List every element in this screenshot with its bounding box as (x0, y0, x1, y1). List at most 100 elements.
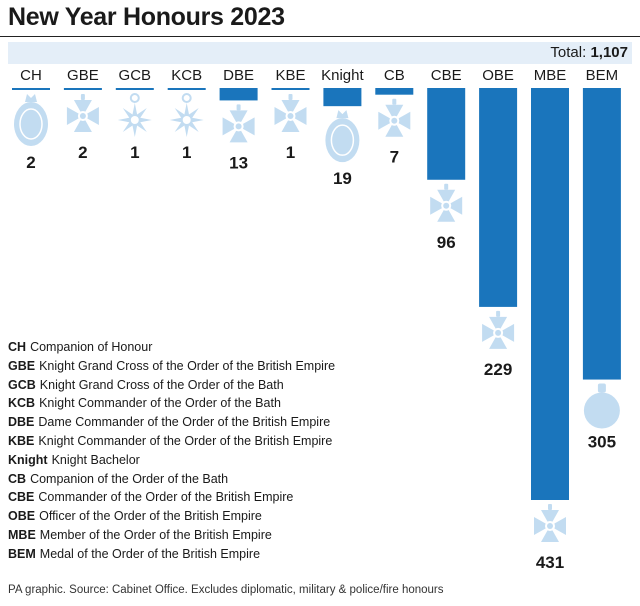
bar-dbe (219, 88, 258, 101)
legend-abbr: CB (8, 471, 27, 486)
legend-item: CH Companion of Honour (8, 338, 335, 357)
legend-text: Knight Bachelor (51, 452, 140, 467)
legend-text: Knight Commander of the Order of the Bri… (38, 433, 333, 448)
honour-kbe: KBE 1 (271, 67, 310, 162)
legend-item: GCB Knight Grand Cross of the Order of th… (8, 376, 335, 395)
bar-gcb (115, 88, 154, 90)
cross-patee-icon (430, 183, 463, 222)
bar-bem (582, 88, 621, 380)
value-label-gcb: 1 (130, 143, 139, 162)
bar-mbe (531, 88, 569, 500)
value-label-knight: 19 (333, 169, 352, 188)
category-label-kcb: KCB (171, 67, 202, 84)
legend-item: MBE Member of the Order of the British Em… (8, 526, 335, 545)
legend-text: Knight Grand Cross of the Order of the B… (39, 377, 284, 392)
honour-bem: BEM 305 (582, 67, 621, 452)
total-label: Total: 1,107 (550, 43, 628, 63)
legend-text: Knight Commander of the Order of the Bat… (39, 396, 281, 411)
category-label-cb: CB (384, 67, 405, 84)
legend-item: KCB Knight Commander of the Order of the … (8, 394, 335, 413)
value-label-mbe: 431 (536, 553, 564, 572)
value-label-cbe: 96 (437, 233, 456, 252)
value-label-dbe: 13 (229, 153, 248, 172)
bar-knight (323, 88, 362, 107)
legend-item: OBE Officer of the Order of the British E… (8, 507, 335, 526)
legend-abbr: CBE (8, 490, 35, 505)
category-label-dbe: DBE (223, 67, 254, 84)
chart-title: New Year Honours 2023 (8, 3, 285, 31)
legend-abbr: GBE (8, 358, 36, 373)
cross-patee-icon (534, 504, 566, 542)
value-label-bem: 305 (588, 433, 616, 452)
legend-text: Dame Commander of the Order of the Briti… (38, 415, 331, 430)
legend-item: DBE Dame Commander of the Order of the Br… (8, 413, 335, 432)
honour-cbe: CBE 96 (427, 67, 466, 252)
legend-item: KBE Knight Commander of the Order of the … (8, 432, 335, 451)
legend-text: Officer of the Order of the British Empi… (39, 509, 262, 524)
honour-knight: Knight 19 (321, 67, 364, 188)
value-label-cb: 7 (390, 148, 399, 167)
cross-patee-icon (222, 104, 255, 143)
legend-abbr: KBE (8, 433, 35, 448)
source-note: PA graphic. Source: Cabinet Office. Excl… (8, 584, 444, 596)
legend-abbr: DBE (8, 415, 35, 430)
bar-gbe (63, 88, 102, 90)
cross-patee-icon (66, 94, 99, 132)
cross-patee-icon (274, 94, 307, 132)
legend-text: Knight Grand Cross of the Order of the B… (39, 358, 336, 373)
category-label-bem: BEM (586, 67, 619, 84)
legend-text: Member of the Order of the British Empir… (39, 527, 272, 542)
legend-item: Knight Knight Bachelor (8, 451, 335, 470)
legend-abbr: OBE (8, 509, 36, 524)
legend-abbr: MBE (8, 527, 36, 542)
bar-obe (479, 88, 518, 307)
cross-patee-icon (482, 310, 515, 349)
legend-text: Companion of the Order of the Bath (30, 471, 229, 486)
bar-cbe (427, 88, 466, 180)
oval-badge-icon (325, 110, 360, 163)
bar-ch (12, 88, 50, 90)
bar-kbe (271, 88, 310, 90)
honour-gbe: GBE 2 (63, 67, 102, 162)
legend-abbr: BEM (8, 546, 36, 561)
cross-patee-icon (378, 98, 411, 137)
honour-obe: OBE 229 (479, 67, 518, 379)
bar-cb (375, 88, 414, 95)
legend-text: Companion of Honour (30, 340, 153, 354)
category-label-kbe: KBE (275, 67, 305, 84)
total-label-text: Total: (550, 44, 587, 61)
honour-dbe: DBE 13 (219, 67, 258, 172)
oval-badge-icon (14, 94, 48, 146)
legend-item: GBE Knight Grand Cross of the Order of th… (8, 357, 335, 376)
category-label-gcb: GCB (119, 67, 152, 84)
star-badge-icon (117, 93, 152, 137)
category-label-gbe: GBE (67, 67, 99, 84)
star-badge-icon (169, 93, 204, 137)
value-label-obe: 229 (484, 360, 512, 379)
header-band (8, 42, 632, 64)
value-label-kcb: 1 (182, 143, 191, 162)
category-label-knight: Knight (321, 67, 364, 84)
legend-abbr: KCB (8, 396, 36, 411)
category-label-obe: OBE (482, 67, 514, 84)
round-medal-icon (583, 383, 620, 429)
legend-abbr: CH (8, 340, 27, 354)
legend: CH Companion of Honour GBE Knight Grand Cro… (8, 338, 335, 564)
category-label-mbe: MBE (534, 67, 567, 84)
legend-item: CB Companion of the Order of the Bath (8, 470, 335, 489)
category-label-cbe: CBE (431, 67, 462, 84)
value-label-ch: 2 (26, 153, 35, 172)
legend-abbr: Knight (8, 452, 48, 467)
honour-mbe: MBE 431 (531, 67, 569, 572)
legend-text: Medal of the Order of the British Empire (39, 546, 261, 561)
honour-ch: CH 2 (12, 67, 50, 172)
honour-kcb: KCB 1 (167, 67, 206, 162)
legend-text: Commander of the Order of the British Em… (38, 490, 294, 505)
legend-item: BEM Medal of the Order of the British Emp… (8, 545, 335, 564)
value-label-gbe: 2 (78, 143, 87, 162)
honour-gcb: GCB 1 (115, 67, 154, 162)
bar-kcb (167, 88, 206, 90)
legend-item: CBE Commander of the Order of the British… (8, 488, 335, 507)
category-label-ch: CH (20, 67, 42, 84)
